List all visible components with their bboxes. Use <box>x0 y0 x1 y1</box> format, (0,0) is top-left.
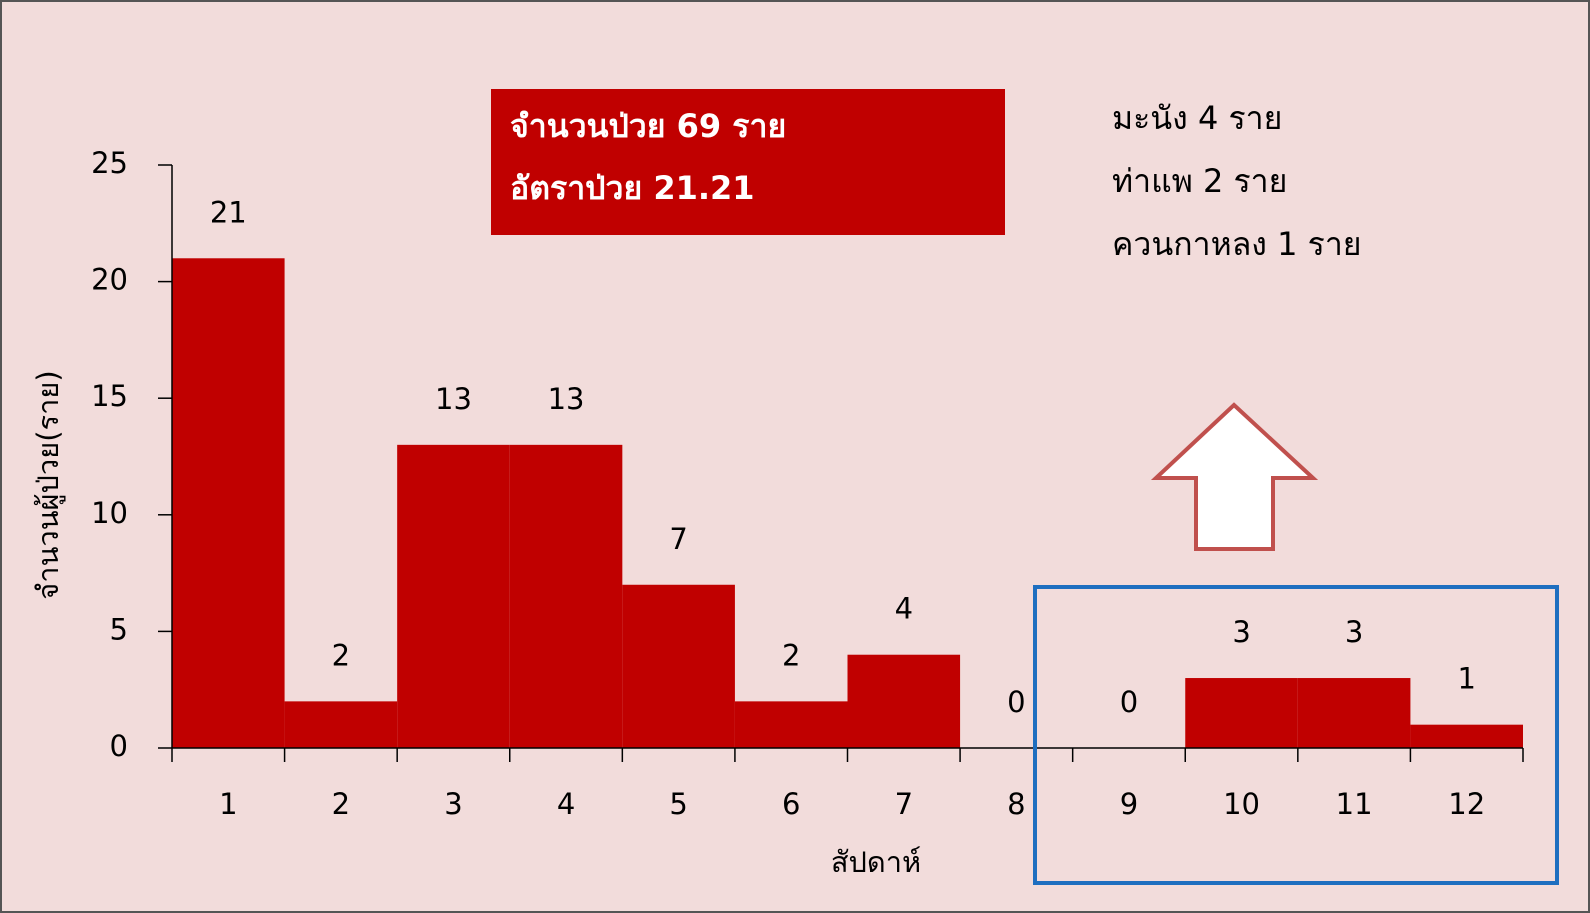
bar <box>734 701 848 748</box>
data-label: 2 <box>332 638 350 672</box>
highlight-box <box>1033 585 1559 885</box>
bar <box>847 654 961 748</box>
bar <box>397 444 510 748</box>
x-tick-label: 3 <box>444 787 462 821</box>
data-label: 13 <box>435 382 472 416</box>
bar <box>1410 724 1523 748</box>
note-line: ท่าแพ 2 ราย <box>1112 162 1287 200</box>
bar <box>172 258 285 748</box>
x-tick-label: 9 <box>1120 787 1138 821</box>
x-tick-label: 5 <box>669 787 687 821</box>
data-label: 21 <box>210 195 247 229</box>
bar <box>284 701 398 748</box>
summary-box <box>491 89 1005 235</box>
bar <box>1297 678 1411 748</box>
data-label: 0 <box>1007 685 1025 719</box>
data-label: 7 <box>669 522 687 556</box>
x-tick-label: 12 <box>1448 787 1485 821</box>
data-label: 0 <box>1120 685 1138 719</box>
x-tick-label: 11 <box>1336 787 1373 821</box>
bar <box>1185 678 1298 748</box>
x-axis-label: สัปดาห์ <box>831 845 921 879</box>
data-label: 13 <box>548 382 585 416</box>
arrow <box>1150 402 1319 551</box>
bar <box>622 584 735 748</box>
x-tick-label: 8 <box>1007 787 1025 821</box>
data-label: 2 <box>782 638 800 672</box>
x-tick-label: 4 <box>557 787 575 821</box>
x-tick-label: 10 <box>1223 787 1260 821</box>
data-label: 3 <box>1232 615 1250 649</box>
bar <box>509 444 623 748</box>
note-line: มะนัง 4 ราย <box>1112 99 1282 137</box>
y-axis-label: จำนวนผู้ป่วย(ราย) <box>31 370 66 599</box>
y-tick-label: 15 <box>91 379 128 413</box>
data-label: 4 <box>895 592 913 626</box>
summary-line: อัตราป่วย 21.21 <box>510 169 755 207</box>
y-tick-label: 10 <box>91 496 128 530</box>
summary-line: จำนวนป่วย 69 ราย <box>510 107 786 145</box>
y-tick-label: 25 <box>91 146 128 180</box>
y-tick-label: 5 <box>110 612 128 646</box>
x-tick-label: 6 <box>782 787 800 821</box>
x-tick-label: 7 <box>895 787 913 821</box>
note-line: ควนกาหลง 1 ราย <box>1112 225 1362 263</box>
x-tick-label: 1 <box>219 787 237 821</box>
data-label: 1 <box>1457 662 1475 696</box>
x-tick-label: 2 <box>332 787 350 821</box>
y-tick-label: 0 <box>110 729 128 763</box>
data-label: 3 <box>1345 615 1363 649</box>
y-tick-label: 20 <box>91 263 128 297</box>
